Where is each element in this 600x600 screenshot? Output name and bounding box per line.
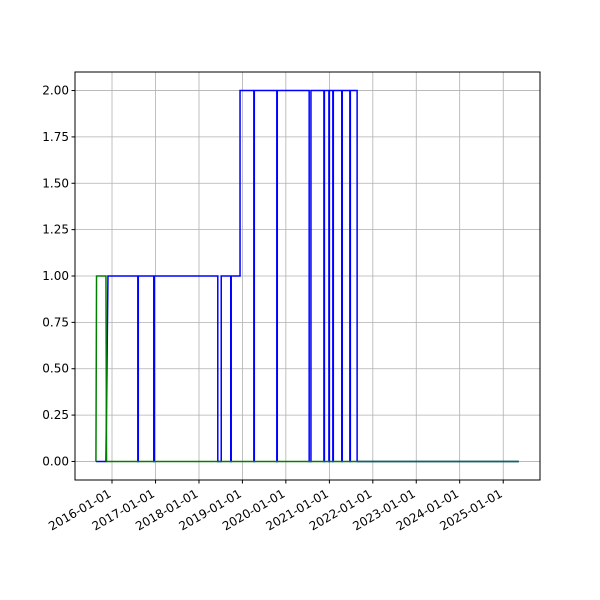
y-tick-label: 1.50 [42, 176, 69, 190]
y-tick-label: 2.00 [42, 84, 69, 98]
y-tick-label: 0.25 [42, 408, 69, 422]
axes-frame [74, 71, 541, 481]
y-tick-label: 1.25 [42, 223, 69, 237]
y-tick-label: 1.75 [42, 130, 69, 144]
series-line [95, 275, 519, 463]
y-tick-label: 1.00 [42, 269, 69, 283]
y-tick-label: 0.50 [42, 362, 69, 376]
series-line [95, 89, 519, 463]
y-tick-label: 0.00 [42, 454, 69, 468]
y-tick-label: 0.75 [42, 315, 69, 329]
